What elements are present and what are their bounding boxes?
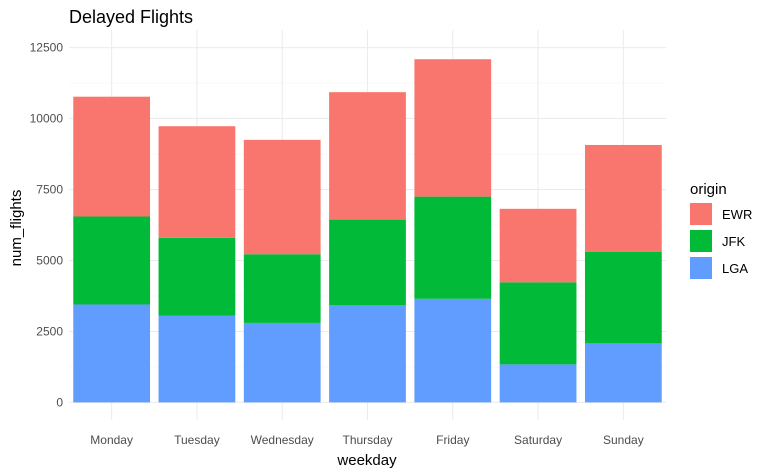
x-tick-label: Wednesday bbox=[251, 433, 314, 447]
x-axis-title: weekday bbox=[336, 452, 397, 469]
bar-jfk-saturday bbox=[499, 282, 577, 365]
legend-label: EWR bbox=[722, 207, 752, 222]
bar-ewr-friday bbox=[414, 59, 492, 197]
y-axis-ticks: 0 2500 5000 7500 10000 12500 bbox=[30, 41, 64, 410]
bar-lga-wednesday bbox=[243, 322, 321, 403]
y-tick-label: 2500 bbox=[36, 324, 63, 338]
legend-label: JFK bbox=[722, 234, 745, 249]
x-tick-label: Friday bbox=[436, 433, 469, 447]
bar-ewr-thursday bbox=[329, 92, 406, 220]
bar-ewr-sunday bbox=[584, 144, 662, 252]
bar-lga-thursday bbox=[329, 305, 406, 403]
y-tick-label: 5000 bbox=[36, 253, 63, 267]
bar-lga-monday bbox=[73, 304, 151, 403]
y-tick-label: 7500 bbox=[36, 183, 63, 197]
legend-title: origin bbox=[690, 181, 727, 198]
legend-key-lga bbox=[690, 257, 712, 279]
legend-key-jfk bbox=[690, 230, 712, 252]
bar-ewr-monday bbox=[73, 96, 151, 217]
bar-jfk-monday bbox=[73, 216, 151, 305]
x-tick-label: Tuesday bbox=[174, 433, 220, 447]
bar-jfk-sunday bbox=[584, 251, 662, 344]
bar-jfk-tuesday bbox=[158, 237, 236, 316]
legend: origin EWR JFK LGA bbox=[690, 181, 752, 279]
legend-label: LGA bbox=[722, 261, 748, 276]
bar-jfk-friday bbox=[414, 196, 492, 299]
y-tick-label: 0 bbox=[56, 395, 63, 409]
bar-lga-tuesday bbox=[158, 315, 236, 403]
y-tick-label: 10000 bbox=[30, 112, 64, 126]
legend-key-ewr bbox=[690, 203, 712, 225]
bar-lga-saturday bbox=[499, 364, 577, 403]
bar-lga-sunday bbox=[584, 343, 662, 403]
y-tick-label: 12500 bbox=[30, 41, 64, 55]
bar-jfk-thursday bbox=[329, 219, 406, 306]
bars bbox=[73, 59, 662, 403]
bar-jfk-wednesday bbox=[243, 254, 321, 323]
bar-ewr-wednesday bbox=[243, 139, 321, 255]
x-tick-label: Thursday bbox=[342, 433, 392, 447]
x-axis-ticks: Monday Tuesday Wednesday Thursday Friday Satu… bbox=[90, 433, 643, 447]
bar-lga-friday bbox=[414, 298, 492, 403]
y-axis-title: num_flights bbox=[8, 190, 25, 267]
x-tick-label: Saturday bbox=[514, 433, 562, 447]
x-tick-label: Monday bbox=[90, 433, 133, 447]
chart-title: Delayed Flights bbox=[69, 7, 193, 27]
x-tick-label: Sunday bbox=[603, 433, 644, 447]
bar-ewr-tuesday bbox=[158, 126, 236, 238]
bar-ewr-saturday bbox=[499, 208, 577, 283]
